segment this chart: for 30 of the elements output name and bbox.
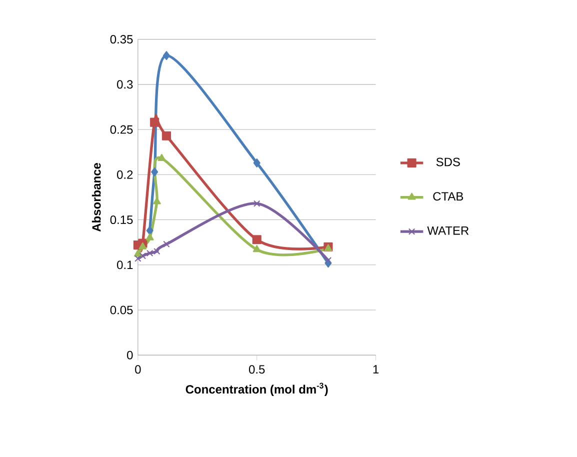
point (163, 240, 170, 248)
y-tick-label: 0.15 (110, 215, 133, 224)
point (146, 233, 154, 240)
point (253, 200, 260, 207)
legend-label: WATER (427, 226, 469, 235)
x-tick-label: 1 (373, 365, 379, 374)
x-tick-label: 0 (135, 365, 141, 374)
point (253, 158, 260, 168)
point (252, 244, 261, 252)
point (158, 154, 166, 161)
point (162, 131, 171, 140)
point (151, 167, 158, 176)
x-tick-label: 0.5 (248, 365, 265, 374)
y-tick-label: 0.1 (117, 260, 133, 270)
legend-label: SDS (436, 158, 460, 166)
y-tick-label: 0 (127, 350, 133, 360)
point (146, 226, 154, 236)
point (138, 242, 147, 250)
y-axis-title: Absorbance (92, 162, 101, 232)
point (150, 118, 160, 127)
legend-label: CTAB (433, 192, 464, 201)
y-tick-label: 0.3 (117, 80, 133, 89)
y-tick-label: 0.35 (110, 35, 133, 44)
y-tick-label: 0.25 (110, 125, 133, 134)
point (162, 50, 170, 60)
y-tick-label: 0.05 (110, 306, 133, 314)
x-axis-title: Concentration (mol dm$^{-3}$) (186, 382, 328, 396)
y-tick-label: 0.2 (117, 170, 133, 179)
point (252, 235, 262, 244)
point (324, 256, 332, 264)
